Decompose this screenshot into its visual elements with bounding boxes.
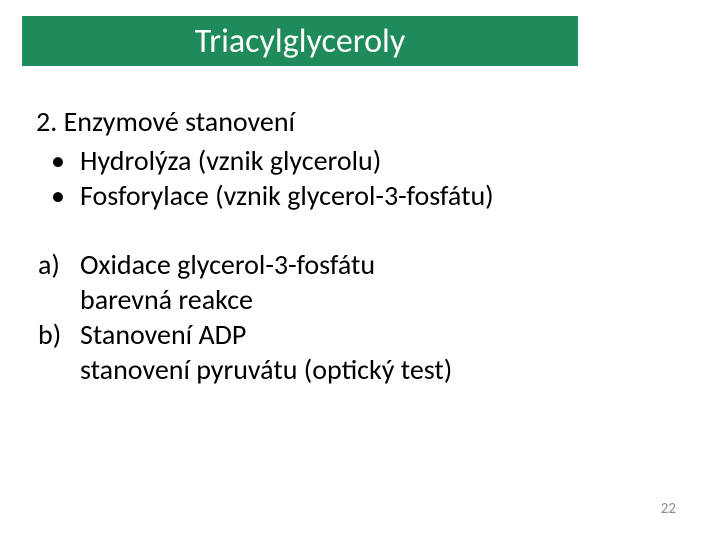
list-item: b) Stanovení ADP (36, 317, 676, 352)
letter-text: Oxidace glycerol-3-fosfátu (80, 247, 375, 282)
slide: Triacylglyceroly 2. Enzymové stanovení •… (0, 0, 720, 540)
page-number: 22 (661, 500, 676, 518)
letter-subtext: barevná reakce (36, 282, 676, 317)
title-bar: Triacylglyceroly (22, 16, 578, 66)
bullet-text: Hydrolýza (vznik glycerolu) (80, 143, 381, 178)
letter-text: Stanovení ADP (80, 317, 246, 352)
letter-subtext: stanovení pyruvátu (optický test) (36, 352, 676, 387)
slide-title: Triacylglyceroly (195, 21, 405, 62)
bullet-text: Fosforylace (vznik glycerol-3-fosfátu) (80, 178, 494, 213)
bullet-list: • Hydrolýza (vznik glycerolu) • Fosforyl… (36, 143, 676, 213)
letter-marker: b) (36, 317, 80, 352)
letter-list: a) Oxidace glycerol-3-fosfátu barevná re… (36, 247, 676, 387)
bullet-marker: • (36, 143, 80, 178)
list-item: • Fosforylace (vznik glycerol-3-fosfátu) (36, 178, 676, 213)
list-item: a) Oxidace glycerol-3-fosfátu (36, 247, 676, 282)
content-area: 2. Enzymové stanovení • Hydrolýza (vznik… (36, 104, 676, 387)
letter-marker: a) (36, 247, 80, 282)
bullet-marker: • (36, 178, 80, 213)
section-heading: 2. Enzymové stanovení (36, 104, 676, 139)
list-item: • Hydrolýza (vznik glycerolu) (36, 143, 676, 178)
